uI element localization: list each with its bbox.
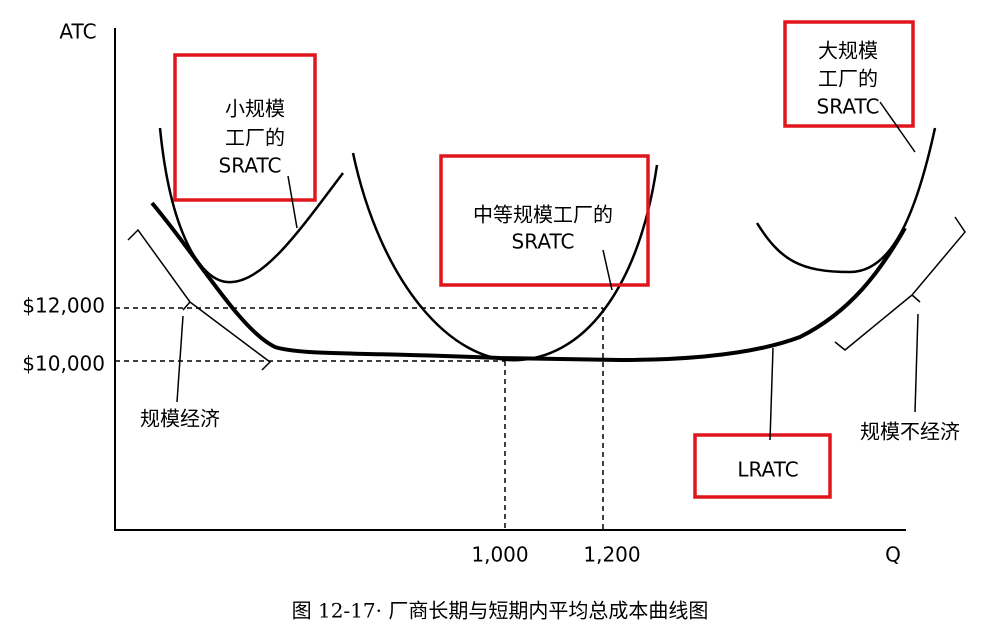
pointer	[602, 249, 613, 291]
label-box	[173, 53, 317, 202]
tick-label: 1,000	[471, 543, 528, 567]
label-box	[693, 433, 832, 499]
pointer	[879, 101, 916, 153]
bracket	[127, 228, 272, 371]
axis-label: Q	[885, 543, 901, 567]
small-sratc	[158, 127, 344, 284]
tick-label: $10,000	[22, 352, 105, 376]
pointer	[176, 315, 184, 403]
pointer	[769, 347, 774, 441]
label: SRATC	[512, 230, 575, 254]
label: 中等规模工厂的	[473, 203, 613, 227]
tick-label: 1,200	[583, 543, 640, 567]
pointer	[287, 175, 298, 229]
lratc	[150, 201, 907, 363]
label: 工厂的	[818, 67, 878, 91]
bracket	[834, 216, 966, 351]
label: 工厂的	[225, 126, 285, 150]
label: 小规模	[225, 97, 285, 121]
medium-sratc	[351, 152, 659, 362]
label: 规模经济	[140, 407, 220, 431]
large-sratc	[755, 127, 937, 274]
caption: 图 12-17· 厂商长期与短期内平均总成本曲线图	[292, 599, 709, 623]
label: 规模不经济	[860, 420, 960, 444]
pointer	[914, 313, 919, 413]
axis-label: ATC	[59, 20, 96, 44]
label-box	[783, 20, 915, 128]
label: 大规模	[818, 39, 878, 63]
tick-label: $12,000	[22, 294, 105, 318]
label: SRATC	[817, 95, 880, 119]
label-box	[439, 154, 650, 287]
label: LRATC	[737, 458, 798, 482]
label: SRATC	[219, 154, 282, 178]
